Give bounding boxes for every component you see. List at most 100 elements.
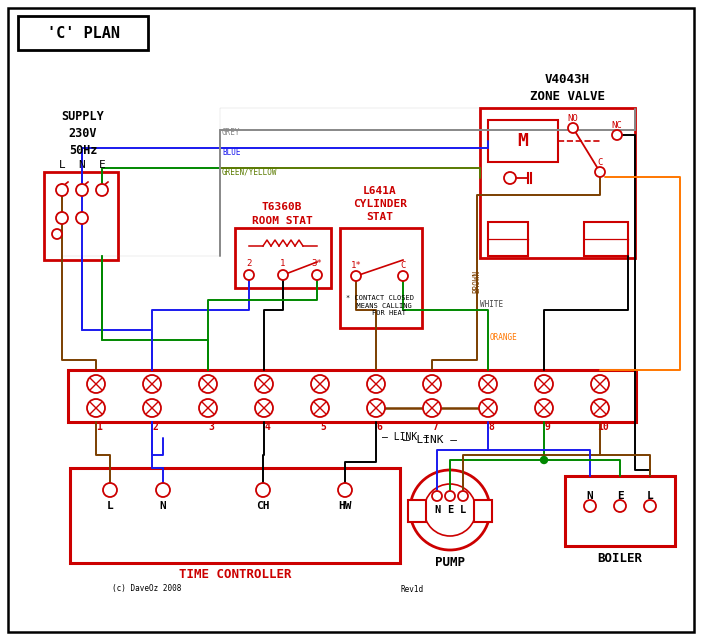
Text: 8: 8: [488, 422, 494, 432]
Text: NC: NC: [611, 121, 623, 129]
Bar: [488, 222, 528, 256]
Text: 5: 5: [320, 422, 326, 432]
Text: C: C: [597, 158, 603, 167]
Circle shape: [584, 500, 596, 512]
Circle shape: [278, 270, 288, 280]
Circle shape: [52, 229, 62, 239]
Text: 2: 2: [152, 422, 158, 432]
Bar: [18, 16, 148, 50]
Bar: [44, 172, 118, 260]
Text: ORANGE: ORANGE: [490, 333, 518, 342]
Text: 7: 7: [432, 422, 438, 432]
Text: N: N: [79, 160, 86, 170]
Bar: [488, 120, 558, 162]
Circle shape: [338, 483, 352, 497]
Circle shape: [87, 375, 105, 393]
Circle shape: [591, 375, 609, 393]
Circle shape: [410, 470, 490, 550]
Circle shape: [541, 456, 548, 463]
Text: * CONTACT CLOSED
  MEANS CALLING
    FOR HEAT: * CONTACT CLOSED MEANS CALLING FOR HEAT: [346, 295, 414, 316]
Circle shape: [255, 375, 273, 393]
Circle shape: [595, 167, 605, 177]
Circle shape: [76, 212, 88, 224]
Text: GREY: GREY: [222, 128, 241, 137]
Circle shape: [612, 130, 622, 140]
Circle shape: [143, 399, 161, 417]
Text: — LINK —: — LINK —: [403, 435, 457, 445]
Text: C: C: [400, 260, 406, 269]
Circle shape: [398, 271, 408, 281]
Circle shape: [423, 399, 441, 417]
Text: 1: 1: [280, 258, 286, 267]
Text: T6360B
ROOM STAT: T6360B ROOM STAT: [251, 203, 312, 226]
Bar: [235, 228, 331, 288]
Bar: [70, 468, 400, 563]
Text: CH: CH: [256, 501, 270, 511]
Text: L: L: [59, 160, 65, 170]
Circle shape: [424, 484, 476, 536]
Circle shape: [96, 184, 108, 196]
Circle shape: [644, 500, 656, 512]
Circle shape: [199, 399, 217, 417]
Circle shape: [143, 375, 161, 393]
Text: N: N: [159, 501, 166, 511]
Circle shape: [87, 399, 105, 417]
Circle shape: [458, 491, 468, 501]
Text: Rev1d: Rev1d: [400, 585, 423, 594]
Text: E: E: [616, 491, 623, 501]
Text: HW: HW: [338, 501, 352, 511]
Bar: [584, 222, 628, 256]
Circle shape: [432, 491, 442, 501]
Circle shape: [244, 270, 254, 280]
Text: 3: 3: [208, 422, 214, 432]
Text: 3*: 3*: [312, 258, 322, 267]
Circle shape: [351, 271, 361, 281]
Circle shape: [56, 212, 68, 224]
Circle shape: [367, 375, 385, 393]
Text: N: N: [434, 505, 440, 515]
Circle shape: [591, 399, 609, 417]
Bar: [340, 228, 422, 328]
Circle shape: [76, 184, 88, 196]
Circle shape: [423, 375, 441, 393]
Circle shape: [156, 483, 170, 497]
Text: 6: 6: [376, 422, 382, 432]
Text: 10: 10: [597, 422, 609, 432]
Text: 4: 4: [264, 422, 270, 432]
Text: — LINK —: — LINK —: [381, 432, 428, 442]
Circle shape: [312, 270, 322, 280]
Text: BROWN: BROWN: [472, 270, 481, 293]
Circle shape: [445, 491, 455, 501]
Text: L: L: [460, 505, 466, 515]
Text: M: M: [517, 132, 529, 150]
Text: L: L: [647, 491, 654, 501]
Text: NO: NO: [568, 113, 578, 122]
Text: 'C' PLAN: 'C' PLAN: [46, 26, 119, 40]
Text: E: E: [98, 160, 105, 170]
Circle shape: [199, 375, 217, 393]
Text: (c) DaveOz 2008: (c) DaveOz 2008: [112, 585, 181, 594]
Text: 1: 1: [96, 422, 102, 432]
Circle shape: [367, 399, 385, 417]
Text: SUPPLY
230V
50Hz: SUPPLY 230V 50Hz: [62, 110, 105, 157]
Circle shape: [311, 399, 329, 417]
Text: 2: 2: [246, 258, 252, 267]
Circle shape: [255, 399, 273, 417]
Bar: [68, 370, 636, 422]
Circle shape: [479, 375, 497, 393]
Bar: [480, 108, 635, 258]
Circle shape: [479, 399, 497, 417]
Text: GREEN/YELLOW: GREEN/YELLOW: [222, 167, 277, 176]
Circle shape: [504, 172, 516, 184]
Text: TIME CONTROLLER: TIME CONTROLLER: [179, 567, 291, 581]
Bar: [474, 500, 492, 522]
Bar: [565, 476, 675, 546]
Text: 9: 9: [544, 422, 550, 432]
Bar: [408, 500, 426, 522]
Text: BOILER: BOILER: [597, 551, 642, 565]
Circle shape: [103, 483, 117, 497]
Text: V4043H
ZONE VALVE: V4043H ZONE VALVE: [529, 73, 604, 103]
Circle shape: [56, 184, 68, 196]
Text: L: L: [107, 501, 114, 511]
Circle shape: [535, 375, 553, 393]
